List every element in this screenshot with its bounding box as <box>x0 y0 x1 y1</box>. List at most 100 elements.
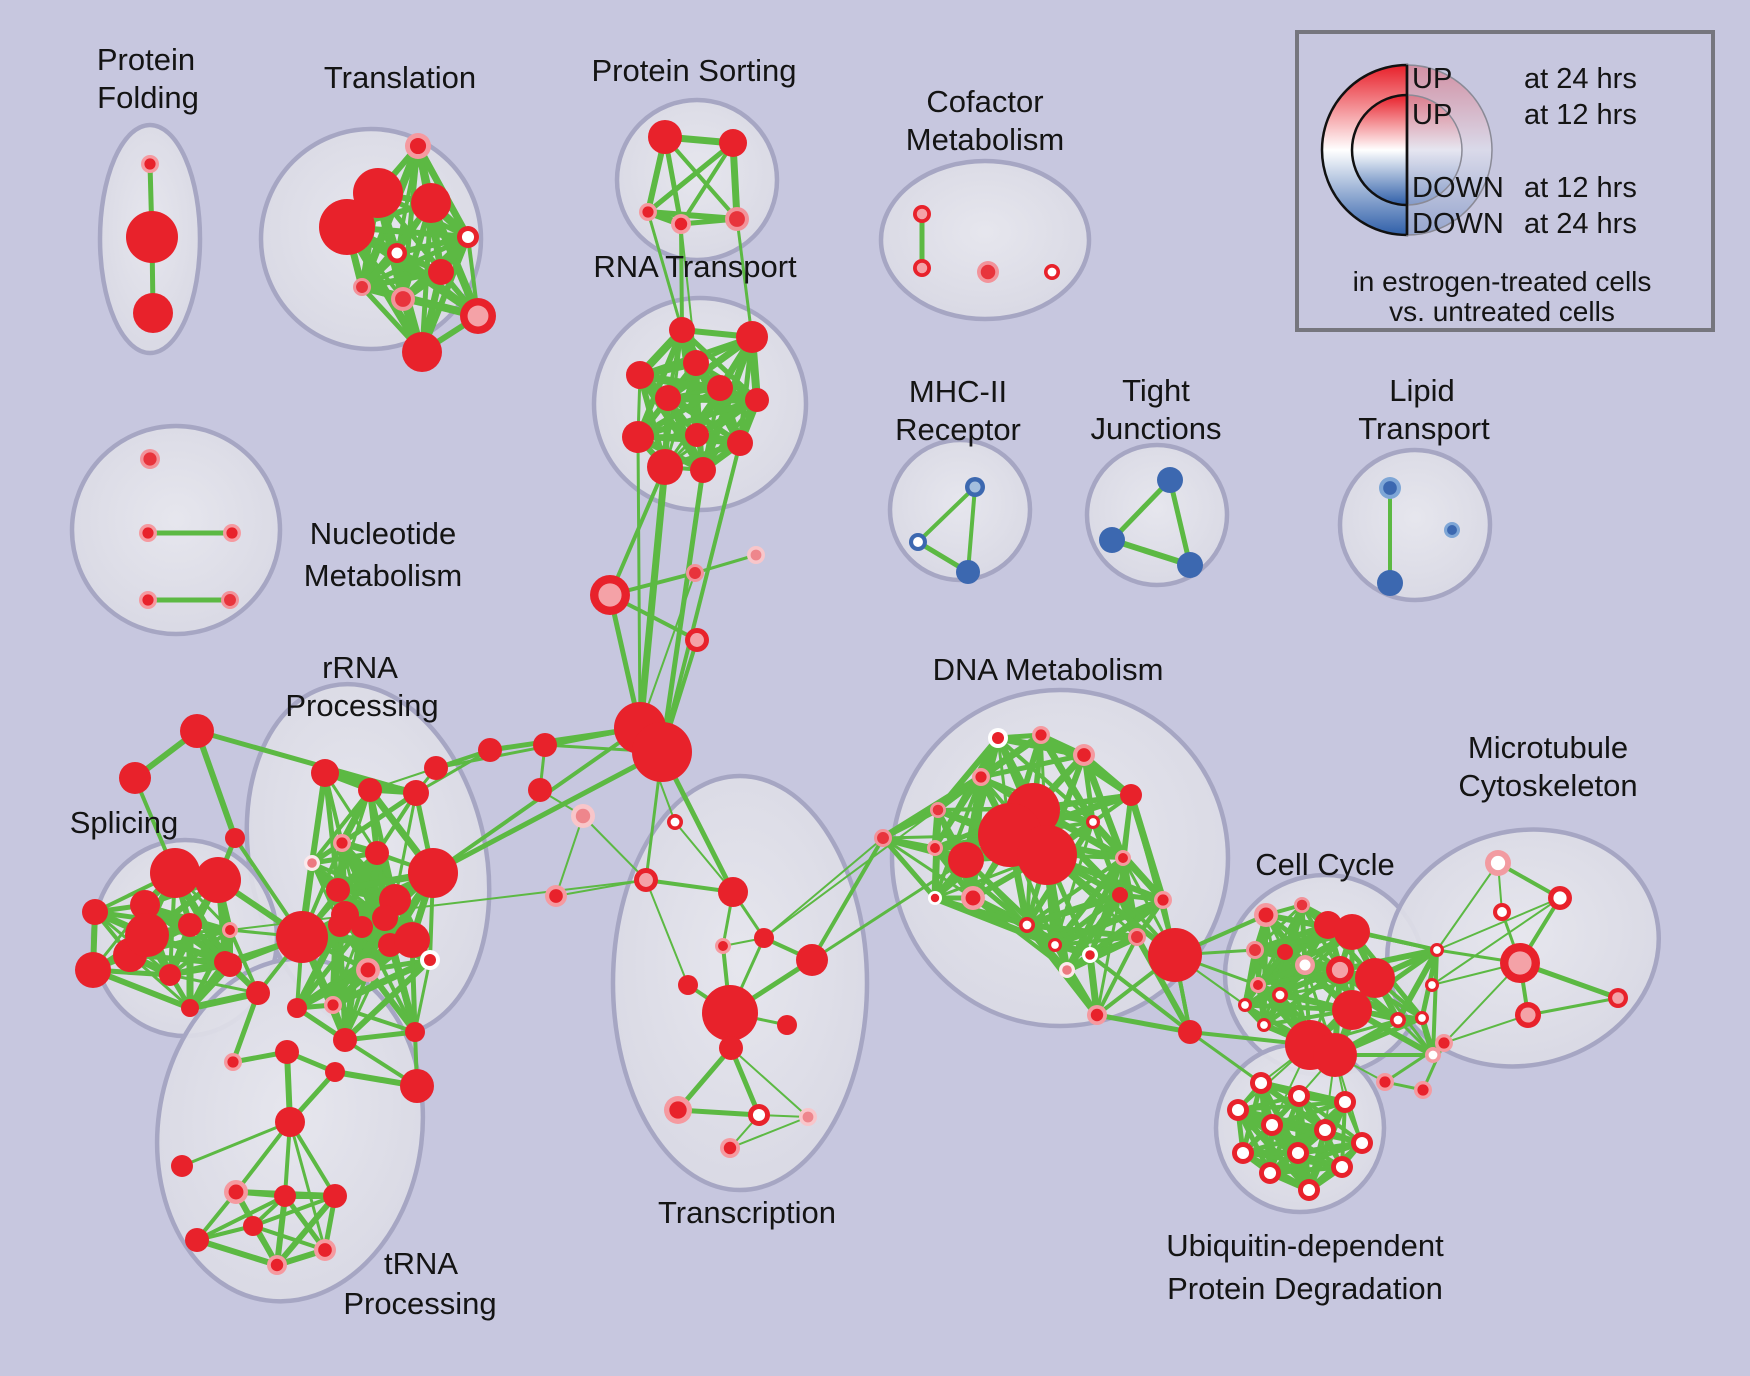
network-edge <box>763 776 982 939</box>
network-node <box>909 533 927 551</box>
network-node <box>727 430 753 456</box>
network-edge <box>309 770 328 866</box>
network-node <box>1157 467 1183 493</box>
legend-footer-line2: vs. untreated cells <box>1389 296 1615 327</box>
network-edge <box>582 815 647 881</box>
network-node <box>246 981 270 1005</box>
network-node <box>719 1036 743 1060</box>
network-edge <box>1095 893 1122 1017</box>
network-node <box>1425 978 1439 992</box>
network-node <box>632 722 692 782</box>
network-node <box>626 361 654 389</box>
network-node <box>796 944 828 976</box>
network-edge <box>1236 1100 1347 1112</box>
network-node <box>1246 941 1264 959</box>
network-edge <box>251 1224 327 1252</box>
network-node <box>715 938 731 954</box>
network-node <box>1351 1132 1373 1154</box>
legend-row-3-time: at 12 hrs <box>1524 172 1637 204</box>
network-node <box>686 564 704 582</box>
cluster-ellipse-lipid-transport <box>1337 447 1493 603</box>
network-node <box>181 999 199 1017</box>
cluster-label-translation-line1: Translation <box>324 60 476 95</box>
network-edge <box>966 485 977 574</box>
node-layer <box>75 120 1628 1275</box>
network-node <box>707 375 733 401</box>
network-node <box>185 1228 209 1252</box>
network-node <box>140 449 160 469</box>
legend-glyph-half <box>1350 93 1409 207</box>
network-node <box>428 259 454 285</box>
network-edge <box>230 990 261 1065</box>
network-node <box>1376 1073 1394 1091</box>
network-node <box>1332 990 1372 1030</box>
cluster-label-splicing-line1: Splicing <box>70 805 179 840</box>
network-node <box>82 899 108 925</box>
network-edge <box>413 958 432 1034</box>
network-node <box>685 628 709 652</box>
network-node <box>159 964 181 986</box>
network-node <box>1515 1002 1541 1028</box>
network-node <box>736 321 768 353</box>
network-node <box>119 762 151 794</box>
network-edge <box>1443 1014 1529 1044</box>
cluster-label-mhc-ii-receptor-line1: MHC-II <box>909 374 1007 409</box>
legend-glyph-half <box>1406 94 1463 206</box>
network-node <box>1277 944 1293 960</box>
network-node <box>648 120 682 154</box>
network-node <box>1287 1142 1309 1164</box>
network-node <box>130 890 160 920</box>
network-node <box>1493 903 1511 921</box>
network-node <box>913 259 931 277</box>
cluster-ellipse-transcription <box>610 773 870 1193</box>
network-node <box>225 828 245 848</box>
network-node <box>1227 1099 1249 1121</box>
network-edge <box>664 394 761 404</box>
network-edge <box>414 748 492 795</box>
network-node <box>1298 1179 1320 1201</box>
network-node <box>745 388 769 412</box>
network-node <box>1379 477 1401 499</box>
cluster-label-microtubule-cytoskeleton-line1: Microtubule <box>1468 730 1628 765</box>
legend-row-3-direction: DOWN <box>1412 172 1504 204</box>
network-node <box>683 350 709 376</box>
network-edge <box>645 879 689 986</box>
network-node <box>1390 1012 1406 1028</box>
network-edge <box>1109 477 1173 543</box>
network-node <box>331 901 359 929</box>
network-node <box>664 1096 692 1124</box>
network-node <box>214 951 236 973</box>
network-edge <box>880 835 938 901</box>
network-node <box>319 199 375 255</box>
network-edge <box>1431 897 1561 986</box>
network-node <box>276 911 328 963</box>
network-node <box>545 885 567 907</box>
network-node <box>365 841 389 865</box>
network-node <box>720 1138 740 1158</box>
network-node <box>333 1028 357 1052</box>
network-edge <box>330 915 388 1008</box>
cluster-label-mhc-ii-receptor-line2: Receptor <box>895 412 1021 447</box>
network-node <box>1059 962 1075 978</box>
network-node <box>171 1155 193 1177</box>
network-node <box>685 423 709 447</box>
network-edge <box>810 858 968 962</box>
legend-row-2-time: at 12 hrs <box>1524 99 1637 131</box>
network-node <box>402 332 442 372</box>
network-node <box>1272 987 1288 1003</box>
network-node <box>243 1216 263 1236</box>
network-node <box>1500 943 1540 983</box>
network-node <box>1331 1156 1353 1178</box>
network-node <box>478 738 502 762</box>
network-node <box>655 385 681 411</box>
cluster-label-nucleotide-metabolism-line1: Nucleotide <box>310 516 456 551</box>
network-node <box>1261 1114 1283 1136</box>
cluster-label-cell-cycle-line1: Cell Cycle <box>1255 847 1395 882</box>
network-node <box>1608 988 1628 1008</box>
network-node <box>667 814 683 830</box>
cluster-label-tight-junctions-line1: Tight <box>1122 373 1190 408</box>
network-edge <box>288 1120 327 1252</box>
network-node <box>748 1104 770 1126</box>
network-edge <box>1395 947 1440 1023</box>
network-edge <box>339 790 419 846</box>
